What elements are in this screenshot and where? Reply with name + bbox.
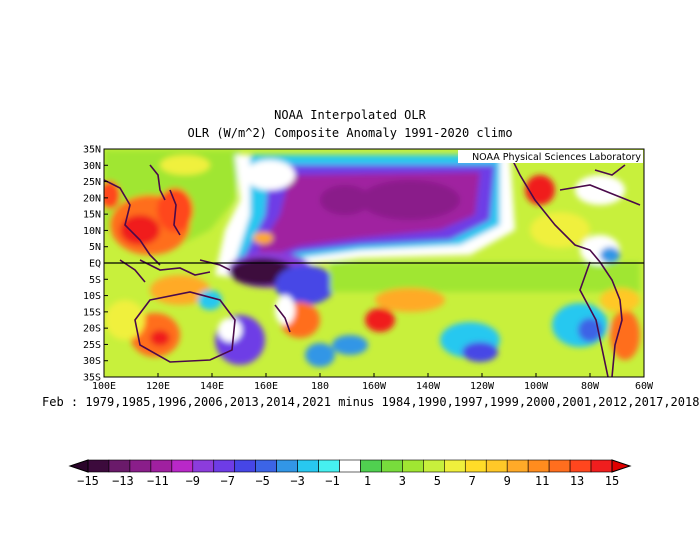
colorbar-cell: [87, 459, 110, 473]
colorbar-cell: [213, 459, 236, 473]
colorbar-low-arrow: [68, 459, 89, 473]
colorbar-cell: [150, 459, 173, 473]
lon-tick-label: 160W: [362, 381, 387, 392]
lat-tick-label: 35N: [83, 145, 101, 156]
lat-tick-label: 30S: [83, 356, 101, 367]
colorbar-cell: [464, 459, 487, 473]
lat-tick-label: 35S: [83, 373, 101, 384]
colorbar-cell: [423, 459, 445, 473]
colorbar-label: −9: [186, 474, 200, 488]
colorbar-label: −5: [255, 474, 269, 488]
colorbar-cell: [506, 459, 529, 473]
lat-tick-label: 20N: [83, 193, 101, 204]
colorbar-cell: [569, 459, 592, 473]
colorbar-label: 9: [504, 474, 511, 488]
colorbar-cell: [381, 459, 403, 473]
colorbar-label: 11: [535, 474, 549, 488]
lat-tick-label: 30N: [83, 161, 101, 172]
colorbar-label: −13: [112, 474, 134, 488]
lon-tick-label: 140W: [416, 381, 441, 392]
colorbar-label: 15: [605, 474, 619, 488]
colorbar-label: 3: [399, 474, 406, 488]
anomaly-field: [104, 149, 644, 377]
map-subtitle: OLR (W/m^2) Composite Anomaly 1991-2020 …: [187, 126, 513, 140]
lon-tick-label: 120E: [146, 381, 170, 392]
colorbar-cell: [129, 459, 152, 473]
colorbar-cell: [108, 459, 131, 473]
lon-tick-label: 120W: [470, 381, 495, 392]
colorbar-label: −7: [221, 474, 235, 488]
lat-tick-label: 20S: [83, 324, 101, 335]
lat-tick-label: 10N: [83, 226, 101, 237]
colorbar-label: 7: [469, 474, 476, 488]
colorbar-label: 1: [364, 474, 371, 488]
lon-tick-label: 140E: [200, 381, 224, 392]
lat-tick-label: 15N: [83, 210, 101, 221]
lat-tick-label: 10S: [83, 291, 101, 302]
coastlines: [104, 154, 641, 377]
colorbar-label: 13: [570, 474, 584, 488]
lat-tick-label: 15S: [83, 307, 101, 318]
colorbar-cell: [276, 459, 298, 473]
lat-tick-label: 25N: [83, 177, 101, 188]
colorbar-cell: [402, 459, 424, 473]
colorbar-label: 5: [434, 474, 441, 488]
credit-box: [458, 150, 643, 163]
lon-tick-label: 100E: [92, 381, 116, 392]
lat-tick-label: 25S: [83, 340, 101, 351]
lat-tick-label: 5S: [89, 275, 101, 286]
composite-caption: Feb : 1979,1985,1996,2006,2013,2014,2021…: [42, 395, 700, 409]
lon-tick-label: 160E: [254, 381, 278, 392]
colorbar-high-arrow: [611, 459, 632, 473]
lat-tick-label: 5N: [89, 242, 101, 253]
colorbar-cell: [171, 459, 194, 473]
map-title: NOAA Interpolated OLR: [274, 108, 426, 122]
colorbar-cell: [234, 459, 256, 473]
colorbar-label: −3: [290, 474, 304, 488]
lon-tick-label: 100W: [524, 381, 549, 392]
colorbar-label: −15: [77, 474, 99, 488]
colorbar-cell: [485, 459, 508, 473]
colorbar-cell: [297, 459, 319, 473]
longitude-axis: 100E 120E 140E 160E 180 160W 140W 120W 100W 80W 60…: [92, 373, 654, 392]
colorbar-cell: [192, 459, 215, 473]
credit-label: NOAA Physical Sciences Laboratory: [472, 152, 641, 163]
lat-tick-label: EQ: [89, 259, 101, 270]
colorbar-cell: [318, 459, 340, 473]
colorbar-cell: [548, 459, 571, 473]
latitude-axis: 35N 30N 25N 20N 15N 10N 5N EQ 5S 10S 15S 20S 25S 30S 3…: [83, 145, 108, 384]
colorbar-cell: [444, 459, 466, 473]
colorbar-cell: [255, 459, 277, 473]
colorbar-cell: [590, 459, 613, 473]
lon-tick-label: 80W: [581, 381, 600, 392]
lon-tick-label: 60W: [635, 381, 654, 392]
lon-tick-label: 180: [311, 381, 329, 392]
colorbar-label: −11: [147, 474, 169, 488]
colorbar-cell: [527, 459, 550, 473]
colorbar-cell: [339, 459, 361, 473]
colorbar-label: −1: [325, 474, 339, 488]
colorbar-cell: [360, 459, 382, 473]
